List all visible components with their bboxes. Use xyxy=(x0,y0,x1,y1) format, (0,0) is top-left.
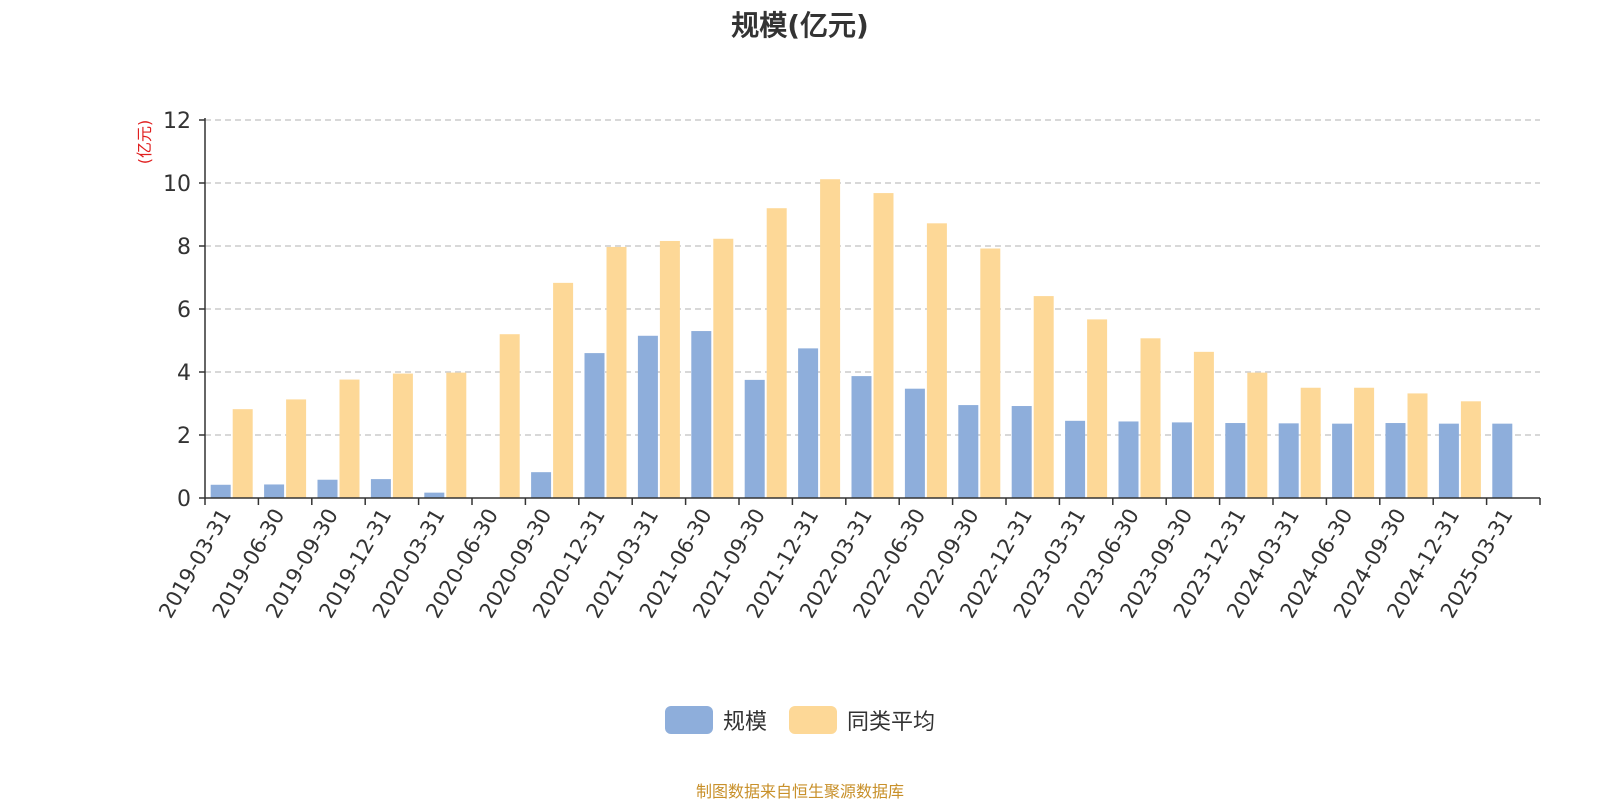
bar-scale[interactable] xyxy=(851,376,872,498)
bar-peer-average[interactable] xyxy=(926,223,947,498)
bar-scale[interactable] xyxy=(1225,423,1246,498)
legend-item-scale[interactable]: 规模 xyxy=(664,704,767,736)
bar-scale[interactable] xyxy=(1118,421,1139,498)
bar-chart: 0246810122019-03-312019-06-302019-09-302… xyxy=(135,109,1541,622)
bar-peer-average[interactable] xyxy=(980,248,1001,498)
bar-scale[interactable] xyxy=(744,379,765,498)
bar-scale[interactable] xyxy=(691,331,712,498)
bar-scale[interactable] xyxy=(264,484,285,498)
bar-scale[interactable] xyxy=(904,388,925,498)
grid-lines xyxy=(205,119,1540,436)
bar-scale[interactable] xyxy=(1011,406,1032,498)
chart-title: 规模(亿元) xyxy=(731,9,869,42)
bar-peer-average[interactable] xyxy=(1247,372,1268,498)
bar-scale[interactable] xyxy=(1171,422,1192,498)
bar-scale[interactable] xyxy=(210,484,231,498)
bar-peer-average[interactable] xyxy=(1033,296,1054,498)
bar-peer-average[interactable] xyxy=(1354,387,1375,498)
bar-scale[interactable] xyxy=(1278,423,1299,498)
legend: 规模 同类平均 xyxy=(0,704,1600,736)
bar-scale[interactable] xyxy=(1385,423,1406,498)
bars xyxy=(210,179,1513,498)
bar-scale[interactable] xyxy=(1332,423,1353,498)
bar-scale[interactable] xyxy=(584,353,605,498)
legend-label-peer-average: 同类平均 xyxy=(847,710,936,735)
bar-peer-average[interactable] xyxy=(1460,401,1481,498)
bar-peer-average[interactable] xyxy=(392,373,413,498)
y-tick-label: 8 xyxy=(177,235,191,260)
bar-peer-average[interactable] xyxy=(713,238,734,498)
bar-peer-average[interactable] xyxy=(446,372,467,498)
axes: 0246810122019-03-312019-06-302019-09-302… xyxy=(154,109,1541,622)
bar-peer-average[interactable] xyxy=(1087,319,1108,498)
bar-scale[interactable] xyxy=(370,479,391,498)
bar-scale[interactable] xyxy=(531,472,552,498)
bar-peer-average[interactable] xyxy=(873,193,894,498)
legend-item-peer-average[interactable]: 同类平均 xyxy=(789,704,935,736)
bar-peer-average[interactable] xyxy=(1300,387,1321,498)
bar-peer-average[interactable] xyxy=(1193,351,1214,498)
bar-peer-average[interactable] xyxy=(1407,393,1428,498)
bar-peer-average[interactable] xyxy=(232,409,253,498)
bar-peer-average[interactable] xyxy=(286,399,307,498)
y-tick-label: 0 xyxy=(177,487,191,512)
y-tick-label: 6 xyxy=(177,298,191,323)
y-tick-label: 10 xyxy=(163,172,191,197)
bar-scale[interactable] xyxy=(637,335,658,498)
bar-scale[interactable] xyxy=(317,479,338,498)
bar-peer-average[interactable] xyxy=(606,246,627,498)
source-note: 制图数据来自恒生聚源数据库 xyxy=(695,782,904,801)
bar-peer-average[interactable] xyxy=(766,208,787,498)
bar-peer-average[interactable] xyxy=(1140,338,1161,498)
y-tick-label: 2 xyxy=(177,424,191,449)
bar-scale[interactable] xyxy=(424,492,445,498)
bar-scale[interactable] xyxy=(958,405,979,498)
bar-peer-average[interactable] xyxy=(499,334,520,498)
legend-swatch-peer-average xyxy=(789,706,837,734)
bar-peer-average[interactable] xyxy=(659,240,680,498)
y-tick-label: 4 xyxy=(177,361,191,386)
bar-scale[interactable] xyxy=(1438,423,1459,498)
bar-scale[interactable] xyxy=(798,348,819,498)
legend-label-scale: 规模 xyxy=(722,710,767,735)
legend-swatch-scale xyxy=(664,706,713,734)
bar-peer-average[interactable] xyxy=(553,282,574,498)
y-tick-label: 12 xyxy=(163,109,191,134)
y-axis-title: (亿元) xyxy=(135,120,154,165)
bar-scale[interactable] xyxy=(1065,420,1086,498)
bar-peer-average[interactable] xyxy=(339,379,360,498)
bar-scale[interactable] xyxy=(1492,423,1513,498)
bar-peer-average[interactable] xyxy=(820,179,841,498)
